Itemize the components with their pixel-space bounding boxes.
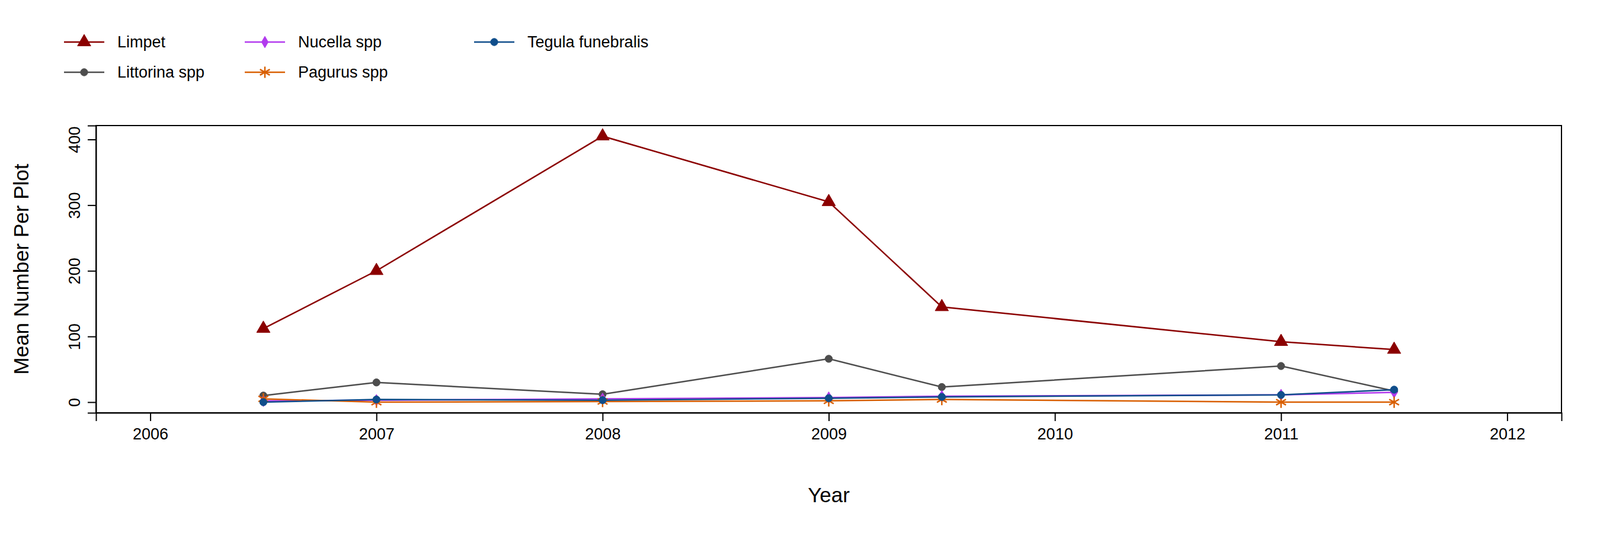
x-tick-mark xyxy=(602,413,604,422)
legend-label: Nucella spp xyxy=(298,33,382,51)
y-tick-label: 300 xyxy=(65,192,84,219)
data-point xyxy=(256,321,271,334)
plot-area: 2006 2007 2008 2009 2010 2011 2012 0 100 200 300 40… xyxy=(65,125,1562,444)
x-axis: 2006 2007 2008 2009 2010 2011 2012 xyxy=(96,413,1563,444)
x-tick-mark xyxy=(1506,413,1509,422)
y-tick: 200 xyxy=(65,257,96,285)
series-line xyxy=(263,136,1394,350)
y-tick-mark xyxy=(87,402,96,404)
x-tick-label: 2008 xyxy=(584,425,621,444)
data-point xyxy=(372,379,380,387)
data-point xyxy=(259,398,267,406)
x-tick: 2011 xyxy=(1264,413,1299,444)
series xyxy=(256,128,1401,354)
x-axis-title: Year xyxy=(807,483,850,507)
y-tick-mark xyxy=(87,139,96,141)
data-point xyxy=(1277,362,1285,370)
chart: 2006 2007 2008 2009 2010 2011 2012 0 100 200 300 40… xyxy=(0,0,1600,533)
y-tick-label: 200 xyxy=(65,257,84,285)
data-point xyxy=(599,393,606,406)
x-tick-mark xyxy=(149,413,152,422)
data-point xyxy=(1387,341,1401,354)
data-point xyxy=(1274,334,1289,347)
data-point xyxy=(372,395,380,403)
x-tick-label: 2011 xyxy=(1264,425,1299,444)
legend-item: Limpet xyxy=(64,33,166,51)
x-tick-mark xyxy=(828,413,830,422)
x-tick: 2008 xyxy=(584,413,621,444)
x-tick-label: 2007 xyxy=(359,425,395,444)
plot-frame xyxy=(96,125,1562,414)
legend-item: Pagurus spp xyxy=(244,63,389,82)
x-tick: 2007 xyxy=(359,413,395,444)
data-point xyxy=(369,263,384,275)
data-point xyxy=(938,383,946,391)
data-point xyxy=(821,194,836,207)
data-point xyxy=(1390,386,1398,394)
legend-item: Tegula funebralis xyxy=(474,33,649,51)
y-tick: 300 xyxy=(65,192,96,219)
series-line xyxy=(263,359,1394,396)
series xyxy=(260,386,1398,408)
series xyxy=(259,386,1398,406)
y-tick: 400 xyxy=(65,126,96,153)
x-tick-label: 2012 xyxy=(1489,425,1526,444)
x-tick-label: 2010 xyxy=(1037,425,1074,444)
x-tick-mark xyxy=(1280,413,1282,422)
x-tick: 2012 xyxy=(1489,413,1526,444)
data-point xyxy=(1277,391,1285,399)
y-tick-mark xyxy=(87,336,96,338)
y-tick: 100 xyxy=(65,323,96,351)
legend-symbol xyxy=(260,66,271,78)
series-group xyxy=(256,128,1401,409)
x-tick-label: 2006 xyxy=(132,425,169,444)
x-tick: 2010 xyxy=(1037,413,1074,444)
x-tick-mark xyxy=(376,413,378,422)
y-axis-line xyxy=(87,126,97,414)
y-tick: 0 xyxy=(65,398,96,408)
legend-symbol xyxy=(490,38,498,46)
x-tick-label: 2009 xyxy=(811,425,847,444)
legend: Limpet Littorina spp Nucella spp Pagurus sp… xyxy=(64,33,649,82)
legend-symbol xyxy=(77,34,92,47)
legend-label: Tegula funebralis xyxy=(527,33,649,51)
legend-symbol xyxy=(80,68,88,76)
data-point xyxy=(596,128,610,141)
y-tick-mark xyxy=(87,270,96,272)
y-tick-mark xyxy=(87,205,96,207)
data-point xyxy=(938,393,946,401)
legend-label: Pagurus spp xyxy=(298,63,389,82)
legend-item: Littorina spp xyxy=(64,63,205,82)
data-point xyxy=(935,299,949,312)
series-line xyxy=(263,389,1394,403)
legend-label: Limpet xyxy=(117,33,166,51)
x-tick: 2006 xyxy=(132,413,169,444)
y-tick-label: 0 xyxy=(65,398,84,408)
y-tick-label: 100 xyxy=(65,323,84,351)
data-point xyxy=(824,394,832,402)
legend-label: Littorina spp xyxy=(117,63,205,82)
data-point xyxy=(597,395,608,408)
data-point xyxy=(1389,396,1400,408)
legend-item: Nucella spp xyxy=(244,33,382,51)
data-point xyxy=(824,355,832,363)
legend-symbol xyxy=(261,36,268,48)
x-axis-line xyxy=(96,413,1563,422)
data-point xyxy=(599,397,607,405)
y-axis: 0 100 200 300 400 xyxy=(65,126,96,414)
x-tick-mark xyxy=(1054,413,1056,422)
x-tick: 2009 xyxy=(811,413,847,444)
y-tick-label: 400 xyxy=(65,126,84,153)
y-axis-title: Mean Number Per Plot xyxy=(9,163,33,375)
data-point xyxy=(1390,386,1398,399)
